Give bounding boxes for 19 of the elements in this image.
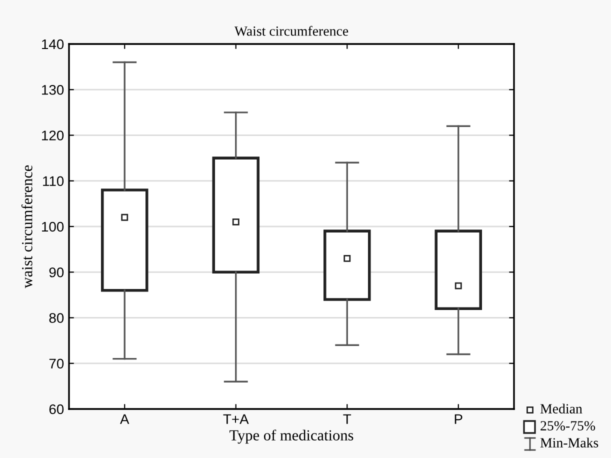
y-axis-title: waist circumference: [21, 165, 32, 288]
y-tick-label: 100: [42, 222, 64, 232]
y-tick-label: 80: [49, 313, 64, 323]
y-tick-label: 120: [42, 130, 64, 140]
x-tick-label: T: [343, 414, 352, 424]
y-tick-label: 90: [49, 267, 64, 278]
y-tick-label: 60: [49, 404, 64, 414]
chart-title: Waist circumference: [234, 26, 348, 36]
y-tick-label: 70: [49, 358, 64, 369]
text: Median: [540, 404, 582, 414]
y-tick-label: 130: [42, 84, 64, 95]
x-axis-title: Type of medications: [230, 430, 354, 444]
text: Min-Maks: [540, 438, 598, 448]
x-tick-label: T+A: [223, 414, 249, 424]
x-tick-label: A: [120, 414, 130, 424]
y-tick-label: 140: [42, 39, 64, 50]
x-tick-label: P: [454, 414, 462, 424]
text: 25%-75%: [540, 421, 596, 431]
y-tick-label: 110: [43, 176, 64, 186]
